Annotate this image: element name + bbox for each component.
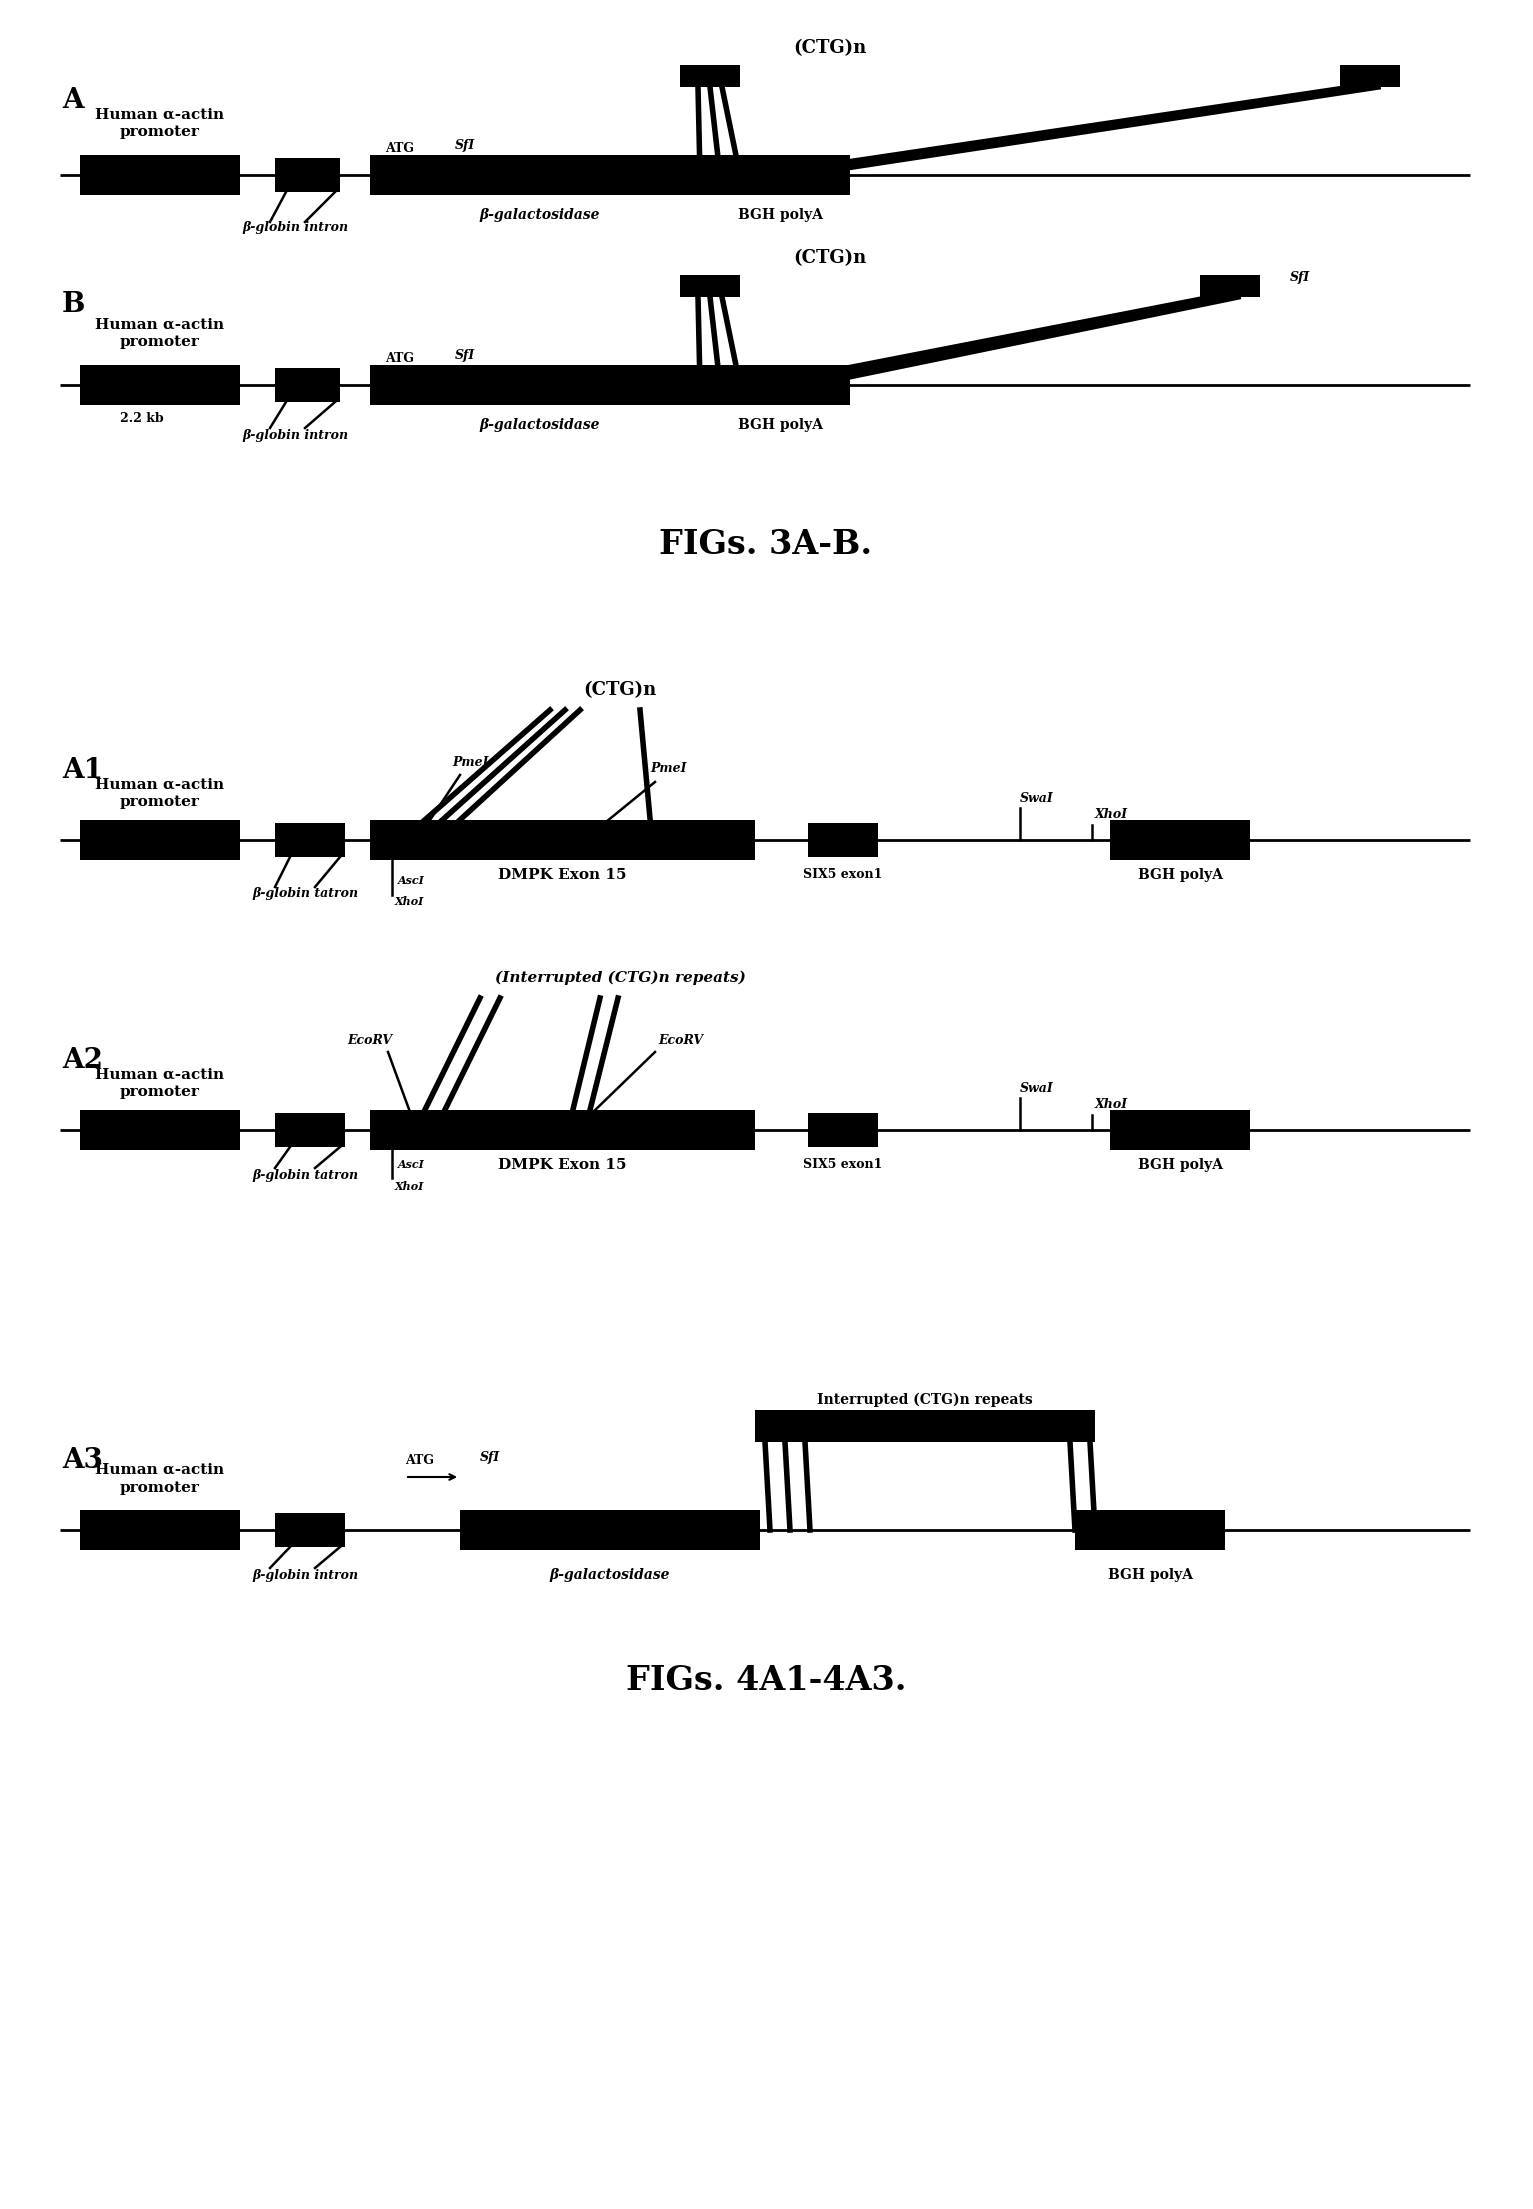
Bar bbox=[80, 820, 241, 859]
Text: ATG: ATG bbox=[406, 1454, 434, 1467]
Text: Human α-actin: Human α-actin bbox=[95, 778, 224, 793]
Bar bbox=[808, 1113, 878, 1146]
Bar bbox=[460, 1511, 760, 1551]
Bar bbox=[1110, 1109, 1249, 1151]
Text: DMPK Exon 15: DMPK Exon 15 bbox=[498, 868, 627, 881]
Text: PmeI: PmeI bbox=[650, 762, 687, 775]
Text: BGH polyA: BGH polyA bbox=[737, 418, 823, 433]
Text: β-globin tatron: β-globin tatron bbox=[251, 886, 359, 899]
Text: promoter: promoter bbox=[120, 336, 199, 349]
Text: A2: A2 bbox=[61, 1047, 103, 1074]
Text: SfI: SfI bbox=[1289, 272, 1311, 285]
Text: SIX5 exon1: SIX5 exon1 bbox=[803, 1158, 883, 1171]
Text: SfI: SfI bbox=[455, 139, 475, 152]
Text: 2.2 kb: 2.2 kb bbox=[120, 411, 164, 424]
Text: XhoI: XhoI bbox=[396, 1180, 425, 1191]
Text: AscI: AscI bbox=[399, 1160, 425, 1171]
Bar bbox=[1075, 1511, 1225, 1551]
Bar bbox=[681, 64, 740, 86]
Bar bbox=[369, 820, 754, 859]
Text: ATG: ATG bbox=[385, 351, 414, 364]
Bar bbox=[754, 1409, 1095, 1442]
Text: promoter: promoter bbox=[120, 1480, 199, 1495]
Text: β-galactosidase: β-galactosidase bbox=[550, 1568, 670, 1582]
Text: Human α-actin: Human α-actin bbox=[95, 318, 224, 331]
Bar bbox=[274, 1113, 345, 1146]
Text: B: B bbox=[61, 292, 86, 318]
Text: β-globin intron: β-globin intron bbox=[242, 429, 348, 442]
Text: β-globin intron: β-globin intron bbox=[251, 1568, 359, 1582]
Bar bbox=[80, 364, 241, 404]
Bar bbox=[369, 155, 710, 194]
Text: XhoI: XhoI bbox=[1095, 808, 1128, 822]
Bar bbox=[808, 824, 878, 857]
Text: A: A bbox=[61, 86, 84, 113]
Text: β-globin intron: β-globin intron bbox=[242, 221, 348, 234]
Text: ATG: ATG bbox=[385, 141, 414, 155]
Text: BGH polyA: BGH polyA bbox=[1107, 1568, 1193, 1582]
Text: DMPK Exon 15: DMPK Exon 15 bbox=[498, 1158, 627, 1173]
Text: A1: A1 bbox=[61, 755, 103, 784]
Text: SfI: SfI bbox=[480, 1451, 500, 1465]
Bar bbox=[80, 1511, 241, 1551]
Bar bbox=[80, 155, 241, 194]
Text: SIX5 exon1: SIX5 exon1 bbox=[803, 868, 883, 881]
Text: SwaI: SwaI bbox=[1019, 1082, 1053, 1093]
Text: SwaI: SwaI bbox=[1019, 791, 1053, 804]
Text: SfI: SfI bbox=[455, 349, 475, 362]
Bar bbox=[274, 1513, 345, 1546]
Text: β-galactosidase: β-galactosidase bbox=[480, 418, 601, 433]
Text: FIGs. 3A-B.: FIGs. 3A-B. bbox=[659, 528, 872, 561]
Text: Human α-actin: Human α-actin bbox=[95, 1462, 224, 1478]
Bar bbox=[80, 1109, 241, 1151]
Text: FIGs. 4A1-4A3.: FIGs. 4A1-4A3. bbox=[625, 1663, 906, 1697]
Text: (CTG)n: (CTG)n bbox=[584, 680, 656, 698]
Text: EcoRV: EcoRV bbox=[658, 1034, 704, 1047]
Text: (Interrupted (CTG)n repeats): (Interrupted (CTG)n repeats) bbox=[495, 970, 745, 985]
Text: (CTG)n: (CTG)n bbox=[794, 40, 866, 57]
Text: Human α-actin: Human α-actin bbox=[95, 108, 224, 121]
Text: XhoI: XhoI bbox=[1095, 1098, 1128, 1111]
Bar bbox=[1110, 820, 1249, 859]
Text: Human α-actin: Human α-actin bbox=[95, 1067, 224, 1082]
Text: BGH polyA: BGH polyA bbox=[1137, 1158, 1222, 1173]
Bar bbox=[369, 364, 710, 404]
Text: β-globin tatron: β-globin tatron bbox=[251, 1169, 359, 1182]
Text: (CTG)n: (CTG)n bbox=[794, 250, 866, 267]
Bar bbox=[274, 159, 340, 192]
Bar bbox=[1200, 274, 1260, 296]
Text: BGH polyA: BGH polyA bbox=[1137, 868, 1222, 881]
Bar bbox=[710, 364, 849, 404]
Text: AscI: AscI bbox=[399, 875, 425, 886]
Text: EcoRV: EcoRV bbox=[346, 1034, 392, 1047]
Bar bbox=[369, 1109, 754, 1151]
Text: promoter: promoter bbox=[120, 126, 199, 139]
Text: promoter: promoter bbox=[120, 1085, 199, 1100]
Text: β-galactosidase: β-galactosidase bbox=[480, 208, 601, 221]
Text: Interrupted (CTG)n repeats: Interrupted (CTG)n repeats bbox=[817, 1394, 1033, 1407]
Text: PmeI: PmeI bbox=[452, 755, 489, 769]
Bar bbox=[710, 155, 849, 194]
Text: A3: A3 bbox=[61, 1447, 103, 1473]
Text: BGH polyA: BGH polyA bbox=[737, 208, 823, 221]
Text: promoter: promoter bbox=[120, 795, 199, 808]
Bar bbox=[681, 274, 740, 296]
Bar bbox=[274, 824, 345, 857]
Bar bbox=[274, 369, 340, 402]
Bar bbox=[1340, 64, 1400, 86]
Text: XhoI: XhoI bbox=[396, 897, 425, 908]
